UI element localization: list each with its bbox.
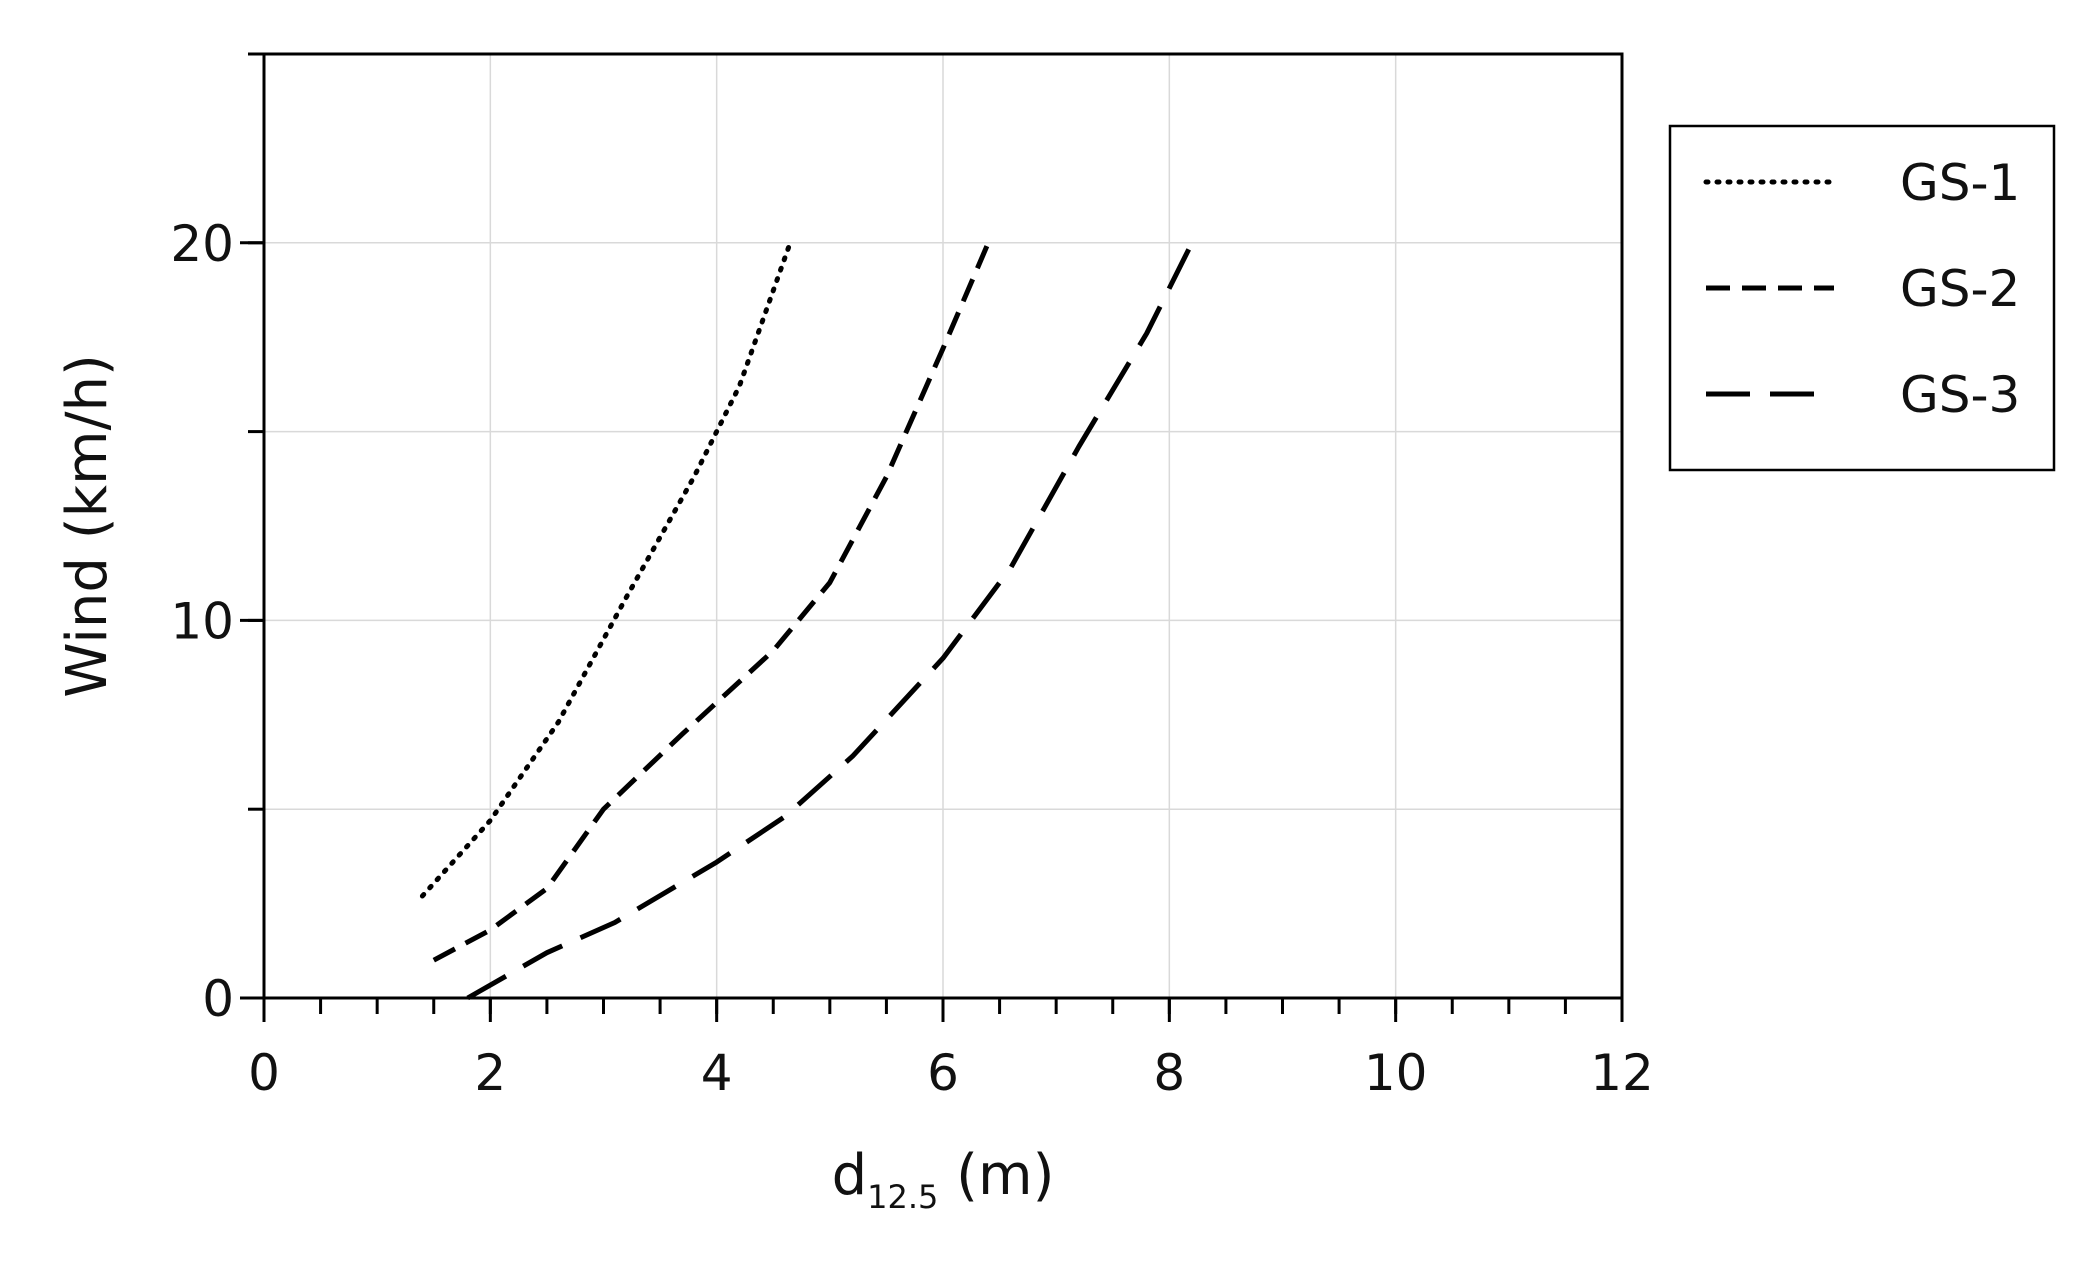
legend-label-gs-3: GS-3 — [1900, 366, 2020, 424]
y-tick-label: 0 — [202, 970, 234, 1028]
legend-box — [1668, 124, 2056, 472]
y-tick-label: 10 — [170, 592, 234, 650]
x-tick-label: 8 — [1153, 1044, 1185, 1102]
grid-lines — [264, 54, 1622, 998]
x-axis-title: d12.5 (m) — [832, 1143, 1055, 1216]
x-axis-title-subscript: 12.5 — [867, 1178, 938, 1216]
x-tick-label: 12 — [1590, 1044, 1654, 1102]
series-line-gs-3 — [466, 241, 1195, 1001]
legend-label-gs-2: GS-2 — [1900, 260, 2020, 318]
y-axis-title: Wind (km/h) — [55, 354, 120, 698]
minor-ticks — [248, 52, 1624, 1014]
legend: GS-1 GS-2 GS-3 — [1668, 124, 2056, 472]
x-tick-label: 2 — [474, 1044, 506, 1102]
x-axis-title-base: d — [832, 1143, 868, 1208]
series-line-gs-2 — [432, 241, 991, 963]
x-axis-title-unit: (m) — [938, 1143, 1054, 1208]
series-line-gs-1 — [419, 240, 793, 899]
x-tick-label: 6 — [927, 1044, 959, 1102]
x-tick-label: 0 — [248, 1044, 280, 1102]
axis-ticks: 0 2 4 6 8 10 12 0 10 20 — [170, 215, 1653, 1102]
series-lines — [419, 240, 1195, 1001]
x-tick-label: 10 — [1364, 1044, 1428, 1102]
legend-label-gs-1: GS-1 — [1900, 154, 2020, 212]
x-tick-label: 4 — [701, 1044, 733, 1102]
y-tick-label: 20 — [170, 215, 234, 273]
